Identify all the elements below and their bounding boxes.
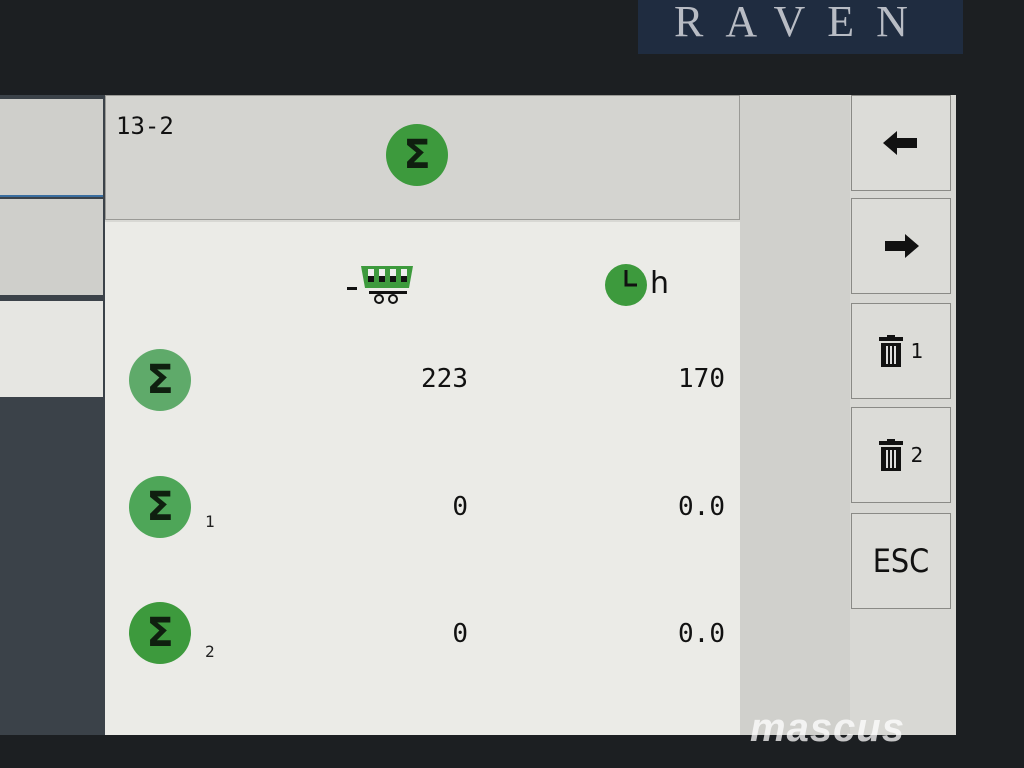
hours-unit: h — [650, 266, 670, 301]
trailer-wagon-icon — [347, 266, 413, 304]
row-subscript: 2 — [205, 642, 215, 661]
softkey-gutter — [740, 95, 850, 735]
sigma-total-icon[interactable]: Σ — [129, 602, 191, 664]
row-count: 0 — [452, 619, 468, 649]
arrow-right-icon — [885, 234, 919, 258]
totals-table: h Σ 223 170 Σ 1 0 0.0 Σ 2 0 0.0 — [105, 222, 740, 735]
raven-logo: RAVEN — [638, 0, 963, 54]
sigma-total-icon: Σ — [129, 349, 191, 411]
row-subscript: 1 — [205, 512, 215, 531]
row-count: 223 — [421, 364, 468, 394]
row-hours: 0.0 — [678, 492, 725, 522]
arrow-left-icon — [883, 131, 917, 155]
reset-counter-2-button[interactable]: 2 — [851, 407, 951, 503]
left-tab-1[interactable] — [0, 99, 103, 197]
row-hours: 0.0 — [678, 619, 725, 649]
page-header: 13-2 Σ — [105, 95, 740, 220]
left-tab-3[interactable] — [0, 301, 103, 397]
terminal-screen: 13-2 Σ h Σ 223 170 Σ 1 0 0.0 Σ 2 0 0 — [0, 95, 956, 735]
reset-1-label: 1 — [910, 339, 924, 363]
left-tab-2[interactable] — [0, 199, 103, 295]
reset-counter-1-button[interactable]: 1 — [851, 303, 951, 399]
clock-icon — [605, 264, 647, 306]
previous-page-button[interactable] — [851, 95, 951, 191]
watermark: mascus — [750, 706, 905, 750]
page-id: 13-2 — [116, 112, 174, 140]
sigma-total-icon: Σ — [386, 124, 448, 186]
row-count: 0 — [452, 492, 468, 522]
next-page-button[interactable] — [851, 198, 951, 294]
left-panel — [0, 95, 105, 735]
trash-icon — [878, 439, 903, 471]
trash-icon — [878, 335, 903, 367]
reset-2-label: 2 — [910, 443, 924, 467]
sigma-total-icon[interactable]: Σ — [129, 476, 191, 538]
row-hours: 170 — [678, 364, 725, 394]
escape-button[interactable]: ESC — [851, 513, 951, 609]
